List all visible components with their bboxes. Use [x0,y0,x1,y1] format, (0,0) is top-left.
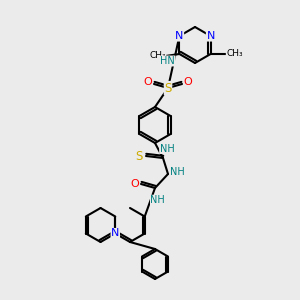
Text: HN: HN [160,56,175,66]
Text: CH₃: CH₃ [226,50,243,58]
Text: CH₃: CH₃ [149,52,166,61]
Text: N: N [111,229,119,238]
Text: S: S [164,82,172,94]
Text: N: N [175,31,184,41]
Text: N: N [206,31,215,41]
Text: NH: NH [151,195,165,205]
Text: S: S [135,149,143,163]
Text: O: O [144,77,152,87]
Text: NH: NH [160,143,174,154]
Text: NH: NH [169,167,184,177]
Text: O: O [130,179,140,189]
Text: O: O [184,77,192,87]
